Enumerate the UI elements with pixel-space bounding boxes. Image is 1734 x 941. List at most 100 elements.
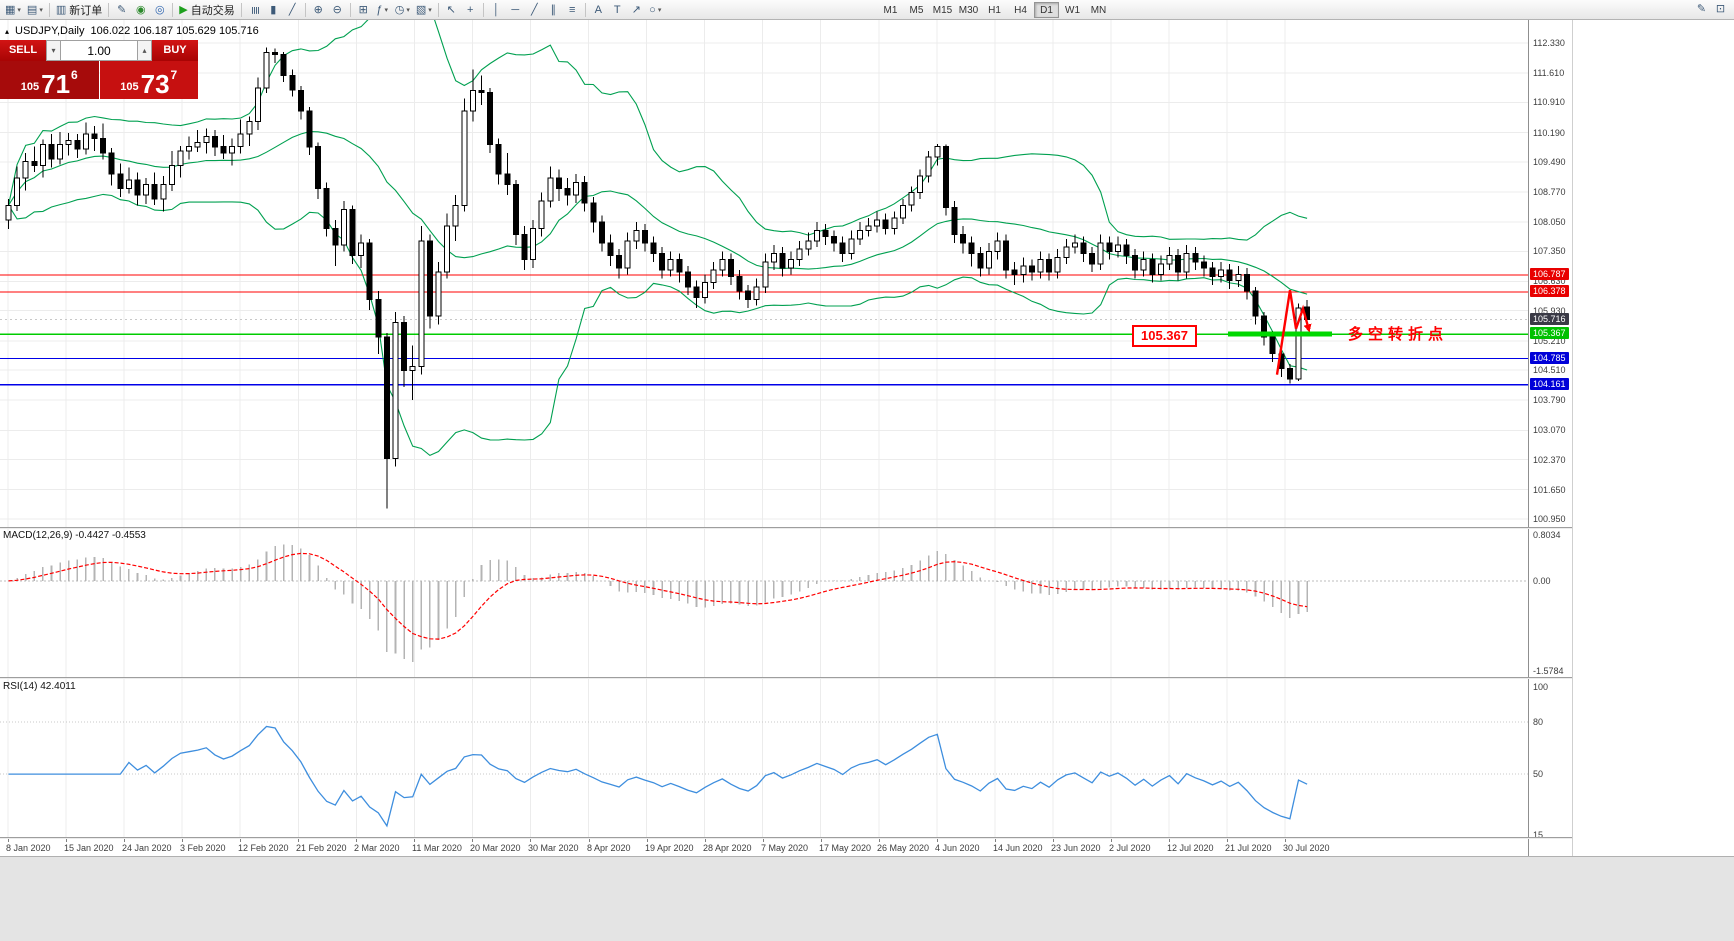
candle-body (538, 200, 545, 229)
sell-price-box[interactable]: 105 71 6 (0, 61, 99, 99)
sell-button[interactable]: SELL (0, 40, 46, 61)
vertical-line-icon: │ (492, 3, 500, 16)
candle-body (925, 156, 932, 177)
crosshair-button[interactable]: + (461, 2, 480, 19)
candle-body (1252, 290, 1259, 317)
candle-body (667, 259, 674, 271)
templates-button[interactable]: ▧ ▾ (413, 2, 435, 19)
channel-button[interactable]: ∥ (544, 2, 563, 19)
buy-pips: 73 (140, 68, 170, 99)
price-tick-label: 111.610 (1533, 68, 1565, 78)
history-center-icon: ◉ (135, 3, 146, 16)
macd-axis[interactable]: 0.8034 0.00 -1.5784 (1529, 529, 1572, 677)
shapes-button[interactable]: ○ ▾ (646, 2, 665, 19)
candle-body (461, 110, 468, 206)
bar-chart-button[interactable]: ≣ (245, 2, 264, 19)
cursor-button[interactable]: ↖ (442, 2, 461, 19)
candlestick-chart-button[interactable]: ▮ (264, 2, 283, 19)
date-label: 30 Mar 2020 (528, 843, 579, 853)
candle-body (891, 217, 898, 229)
date-label: 11 Mar 2020 (412, 843, 462, 853)
global-settings-button[interactable]: ◎ (150, 2, 169, 19)
panel-splitter[interactable] (0, 527, 1572, 529)
volume-increase-button[interactable]: ▴ (137, 40, 152, 61)
date-tick (356, 839, 357, 842)
new-order-button[interactable]: ▥ 新订单 (53, 2, 105, 19)
candle-body (598, 221, 605, 244)
draw-button[interactable]: ✎ (1692, 1, 1711, 18)
timeframe-mn[interactable]: MN (1090, 5, 1107, 16)
line-chart-button[interactable]: ╱ (283, 2, 302, 19)
candle-body (194, 142, 201, 148)
timeframe-h4[interactable]: H4 (1014, 5, 1027, 16)
timeframe-m5[interactable]: M5 (909, 5, 924, 16)
candle-body (917, 175, 924, 194)
snapshot-button[interactable]: ⊡ (1711, 1, 1730, 18)
toolbar-separator (240, 3, 242, 17)
dropdown-arrow-icon: ▾ (406, 7, 410, 14)
price-axis[interactable]: 112.330 111.610 110.910 110.190 109.490 108.7… (1529, 20, 1572, 527)
date-label: 19 Apr 2020 (645, 843, 694, 853)
rsi-tick-label: 100 (1533, 682, 1549, 692)
horizontal-line-button[interactable]: ─ (506, 2, 525, 19)
panel-splitter[interactable] (0, 677, 1572, 679)
tile-windows-button[interactable]: ⊞ (354, 2, 373, 19)
volume-decrease-button[interactable]: ▾ (46, 40, 61, 61)
history-center-button[interactable]: ◉ (131, 2, 150, 19)
volume-input[interactable] (61, 40, 137, 61)
main-chart[interactable] (0, 20, 1528, 527)
rsi-axis[interactable]: 100 80 50 15 (1529, 679, 1572, 840)
buy-button[interactable]: BUY (152, 40, 198, 61)
timeframe-h1[interactable]: H1 (988, 5, 1001, 16)
candle-body (22, 160, 29, 179)
date-axis[interactable]: 8 Jan 2020 15 Jan 2020 24 Jan 2020 3 Feb 20… (0, 839, 1572, 856)
buy-price-box[interactable]: 105 73 7 (99, 61, 198, 99)
vertical-line-button[interactable]: │ (487, 2, 506, 19)
candle-body (487, 91, 494, 146)
trendline-icon: ╱ (530, 3, 538, 16)
periods-button[interactable]: ◷ ▾ (392, 2, 413, 19)
fibonacci-button[interactable]: ≡ (563, 2, 582, 19)
auto-trading-button[interactable]: ▶ 自动交易 (176, 2, 237, 19)
label-button[interactable]: T (608, 2, 627, 19)
date-tick (124, 839, 125, 842)
text-button[interactable]: A (589, 2, 608, 19)
profiles-button[interactable]: ▤ ▾ (24, 2, 46, 19)
macd-pane[interactable] (0, 529, 1528, 677)
timeframe-d1[interactable]: D1 (1034, 2, 1059, 18)
timeframe-m30[interactable]: M30 (958, 5, 979, 16)
bar-chart-icon: ≣ (248, 5, 261, 15)
zoom-in-button[interactable]: ⊕ (309, 2, 328, 19)
panel-splitter[interactable] (0, 837, 1572, 839)
date-label: 17 May 2020 (819, 843, 872, 853)
candle-body (1295, 307, 1302, 380)
date-label: 24 Jan 2020 (122, 843, 172, 853)
timeframe-m1[interactable]: M1 (883, 5, 898, 16)
chart-ohlc: 106.022 106.187 105.629 105.716 (90, 25, 259, 37)
candle-body (392, 321, 399, 459)
metaeditor-button[interactable]: ✎ (112, 2, 131, 19)
macd-signal-line (8, 552, 1308, 640)
candle-body (1071, 242, 1078, 248)
toolbar-separator (482, 3, 484, 17)
timeframe-w1[interactable]: W1 (1065, 5, 1080, 16)
timeframe-toolbar: M1 M5 M15 M30 H1 H4 D1 W1 MN (878, 2, 1112, 18)
zoom-out-button[interactable]: ⊖ (328, 2, 347, 19)
candle-body (1080, 242, 1087, 254)
candle-body (220, 146, 227, 154)
price-callout[interactable]: 105.367 (1132, 325, 1197, 347)
trendline-button[interactable]: ╱ (525, 2, 544, 19)
date-tick (937, 839, 938, 842)
candle-body (512, 183, 519, 236)
timeframe-m15[interactable]: M15 (932, 5, 953, 16)
rsi-pane[interactable] (0, 679, 1528, 837)
arrows-button[interactable]: ↗ (627, 2, 646, 19)
date-label: 3 Feb 2020 (180, 843, 226, 853)
new-chart-button[interactable]: ▦ ▾ (2, 2, 24, 19)
candle-body (315, 146, 322, 189)
trend-arrow[interactable] (1275, 290, 1310, 375)
indicators-button[interactable]: ƒ ▾ (373, 2, 392, 19)
candle-body (710, 269, 717, 284)
annotation-note[interactable]: 多空转折点 (1348, 326, 1449, 343)
pencil-icon: ✎ (1696, 3, 1707, 15)
